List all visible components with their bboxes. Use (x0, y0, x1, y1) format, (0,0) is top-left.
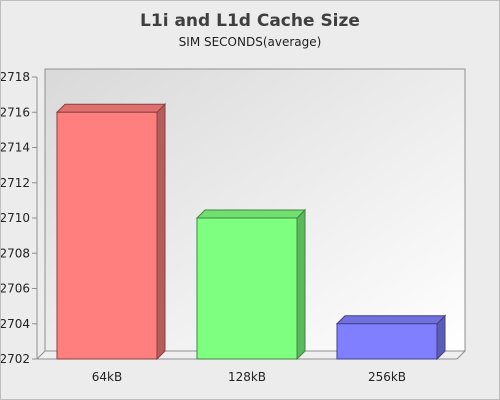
bar-top (195, 209, 307, 219)
y-tick-label: .2712 (1, 176, 30, 190)
chart-subtitle: SIM SECONDS(average) (179, 35, 322, 49)
x-axis: 64kB 128kB 256kB (92, 370, 406, 384)
bar-128kB (195, 208, 307, 361)
bar-top (335, 315, 447, 325)
y-tick-label: .2708 (1, 246, 30, 260)
bar-front (336, 323, 438, 360)
y-axis: .2702 .2704 .2706 .2708 .2710 .2712 .2714 .2716… (1, 70, 37, 366)
x-tick-label: 256kB (368, 370, 406, 384)
y-tick-label: .2706 (1, 282, 30, 296)
chart-title: L1i and L1d Cache Size (140, 11, 360, 31)
bar-front (196, 217, 298, 360)
y-tick-label: .2714 (1, 141, 30, 155)
y-tick-label: .2718 (1, 70, 30, 84)
bar-256kB (335, 314, 447, 361)
y-tick-label: .2704 (1, 317, 30, 331)
bar-64kB (55, 103, 167, 361)
bar-side (156, 103, 166, 361)
bar-top (55, 103, 167, 113)
y-tick-label: .2710 (1, 211, 30, 225)
x-tick-label: 128kB (228, 370, 266, 384)
x-tick-label: 64kB (92, 370, 122, 384)
y-tick-label: .2716 (1, 105, 30, 119)
bars (55, 103, 447, 361)
y-tick-label: .2702 (1, 352, 30, 366)
bar-side (296, 208, 306, 361)
bar-front (56, 111, 158, 360)
